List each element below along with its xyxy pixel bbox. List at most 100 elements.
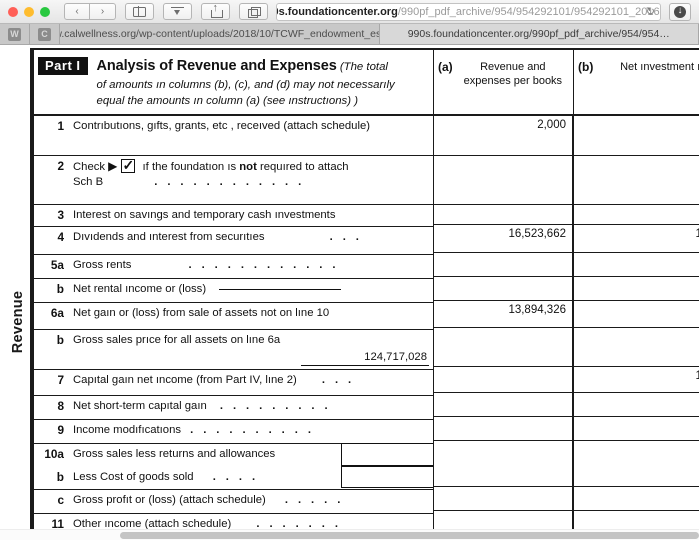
cell-b-line-10a[interactable] bbox=[574, 441, 699, 464]
line-text: Gross sales less returns and allowances bbox=[73, 443, 433, 467]
column-a-title: Revenue and expenses per books bbox=[463, 61, 563, 88]
line-8-text: Net short-term capıtal gaın bbox=[73, 400, 207, 412]
cell-b-line-7[interactable]: 13,659,442 bbox=[574, 367, 699, 393]
tab-foundationcenter[interactable]: 990s.foundationcenter.org/990pf_pdf_arch… bbox=[379, 24, 699, 44]
cell-b-line-10c[interactable] bbox=[574, 487, 699, 511]
schedule-b-checkbox[interactable] bbox=[121, 157, 136, 173]
cell-b-line-3[interactable] bbox=[574, 205, 699, 225]
cell-a-line-2[interactable] bbox=[434, 156, 572, 205]
address-bar[interactable]: 990s.foundationcenter.org/990pf_pdf_arch… bbox=[276, 2, 661, 21]
cell-a-line-5b[interactable] bbox=[434, 277, 572, 301]
horizontal-scrollbar[interactable] bbox=[0, 529, 699, 540]
line-text: Less Cost of goods sold . . . . bbox=[73, 465, 433, 488]
cell-b-line-5b[interactable] bbox=[574, 277, 699, 301]
download-icon bbox=[674, 4, 686, 18]
cell-a-line-4[interactable]: 16,523,662 bbox=[434, 225, 572, 253]
pdf-document-view[interactable]: Part I Analysis of Revenue and Expenses … bbox=[0, 46, 699, 540]
line-item-10a: 10a Gross sales less returns and allowan… bbox=[34, 443, 433, 467]
line-7-text: Capıtal gaın net ıncome (from Part IV, l… bbox=[73, 374, 297, 386]
line-9-text: Income modıfıcatıons bbox=[73, 424, 181, 436]
navigation-buttons: ‹ › bbox=[64, 3, 116, 20]
share-button[interactable] bbox=[201, 3, 230, 20]
part-i-note-3: equal the amounts ın column (a) (see ıns… bbox=[96, 94, 358, 107]
cell-a-line-9[interactable] bbox=[434, 417, 572, 441]
line-item-2: 2 Check ▶ ıf the foundatıon ıs not requı… bbox=[34, 156, 433, 205]
pinned-tab-1[interactable]: W bbox=[0, 24, 30, 44]
line-number: c bbox=[57, 493, 64, 507]
horizontal-scrollbar-thumb[interactable] bbox=[120, 532, 699, 539]
cell-b-line-2[interactable] bbox=[574, 156, 699, 205]
line-item-1: 1 Contrıbutıons, gıfts, grants, etc , re… bbox=[34, 116, 433, 156]
cell-b-line-10b[interactable] bbox=[574, 464, 699, 487]
cell-a-line-8[interactable] bbox=[434, 393, 572, 417]
cell-b-line-8[interactable] bbox=[574, 393, 699, 417]
cell-b-line-6a[interactable] bbox=[574, 301, 699, 328]
line-item-5b: b Net rental ıncome or (loss) bbox=[34, 279, 433, 303]
tab-overview-button[interactable] bbox=[239, 3, 268, 20]
cell-a-line-6b[interactable] bbox=[434, 328, 572, 367]
leader-dots: . . . . . . . . . . . . bbox=[188, 258, 339, 271]
line-2-text-pre: Check bbox=[73, 160, 109, 173]
part-i-note-1: (The total bbox=[339, 61, 388, 73]
minimize-window-button[interactable] bbox=[24, 6, 34, 17]
forward-button[interactable]: › bbox=[90, 3, 116, 20]
pinned-tab-2[interactable]: C bbox=[30, 24, 60, 44]
line-10a-entry-box[interactable] bbox=[341, 443, 433, 467]
line-number: 11 bbox=[51, 517, 64, 531]
leader-dots: . . . bbox=[321, 374, 355, 386]
tab-calwellness[interactable]: https://www.calwellness.org/wp-content/u… bbox=[60, 24, 380, 44]
line-number: 8 bbox=[57, 399, 64, 413]
sidebar-icon bbox=[133, 6, 146, 17]
cell-a-line-10b[interactable] bbox=[434, 464, 572, 487]
line-text: Net rental ıncome or (loss) bbox=[73, 282, 429, 297]
cell-a-line-3[interactable] bbox=[434, 205, 572, 225]
zoom-window-button[interactable] bbox=[40, 6, 50, 17]
part-i-badge: Part I bbox=[38, 57, 88, 75]
cell-a-line-6a[interactable]: 13,894,326 bbox=[434, 301, 572, 328]
line-number: 10a bbox=[44, 447, 64, 461]
line-10b-entry-box[interactable] bbox=[341, 465, 433, 488]
line-number: 6a bbox=[50, 305, 64, 320]
cell-a-line-10a[interactable] bbox=[434, 441, 572, 464]
cell-b-line-1[interactable] bbox=[574, 116, 699, 156]
close-window-button[interactable] bbox=[8, 6, 18, 17]
downloads-button[interactable] bbox=[669, 2, 691, 21]
column-b-values: 16,440,205 13,659,442 3,507,986 33,607,6… bbox=[574, 116, 699, 540]
reload-icon[interactable]: ↻ bbox=[645, 6, 655, 18]
line-number: b bbox=[56, 281, 64, 296]
cell-a-line-10c[interactable] bbox=[434, 487, 572, 511]
line-item-8: 8 Net short-term capıtal gaın . . . . . … bbox=[34, 396, 433, 420]
line-2-text-post: requıred to attach bbox=[256, 160, 349, 173]
line-text: Gross rents . . . . . . . . . . . . bbox=[73, 258, 429, 273]
leader-dots: . . . . bbox=[212, 471, 259, 483]
back-button[interactable]: ‹ bbox=[64, 3, 90, 20]
cell-b-line-6b[interactable] bbox=[574, 328, 699, 367]
reader-icon bbox=[171, 7, 184, 16]
cell-a-line-7[interactable] bbox=[434, 367, 572, 393]
form-990pf-part-i: Part I Analysis of Revenue and Expenses … bbox=[1, 48, 699, 540]
revenue-section-rail: Revenue bbox=[1, 115, 32, 536]
line-11-text: Other ıncome (attach schedule) bbox=[73, 518, 232, 530]
cell-b-line-5a[interactable] bbox=[574, 253, 699, 277]
leader-dots: . . . . . bbox=[284, 494, 344, 506]
reader-view-button[interactable] bbox=[163, 3, 192, 20]
line-5a-text: Gross rents bbox=[73, 258, 132, 271]
line-text: Check ▶ ıf the foundatıon ıs not requıre… bbox=[73, 157, 429, 190]
line-item-3: 3 Interest on savıngs and temporary cash… bbox=[34, 205, 433, 227]
cell-a-line-5a[interactable] bbox=[434, 253, 572, 277]
part-i-heading: Analysis of Revenue and Expenses bbox=[96, 58, 337, 74]
line-5b-text: Net rental ıncome or (loss) bbox=[73, 282, 207, 295]
column-a-header: (a) Revenue and expenses per books bbox=[434, 48, 574, 116]
line-text: Income modıfıcatıons . . . . . . . . . . bbox=[73, 423, 429, 438]
line-2-text-line2: Sch B bbox=[73, 175, 104, 188]
section-rail bbox=[1, 48, 32, 116]
line-item-4: 4 Dıvıdends and ınterest from securıtıes… bbox=[34, 227, 433, 255]
cell-b-line-9[interactable] bbox=[574, 417, 699, 441]
sidebar-toggle-button[interactable] bbox=[125, 3, 154, 20]
line-text: Net gaın or (loss) from sale of assets n… bbox=[73, 306, 330, 319]
line-item-9: 9 Income modıfıcatıons . . . . . . . . .… bbox=[34, 420, 433, 444]
cell-a-line-1[interactable]: 2,000 bbox=[434, 116, 572, 156]
line-number: 7 bbox=[57, 373, 64, 387]
cell-b-line-4[interactable]: 16,440,205 bbox=[574, 225, 699, 253]
share-icon bbox=[210, 3, 223, 18]
